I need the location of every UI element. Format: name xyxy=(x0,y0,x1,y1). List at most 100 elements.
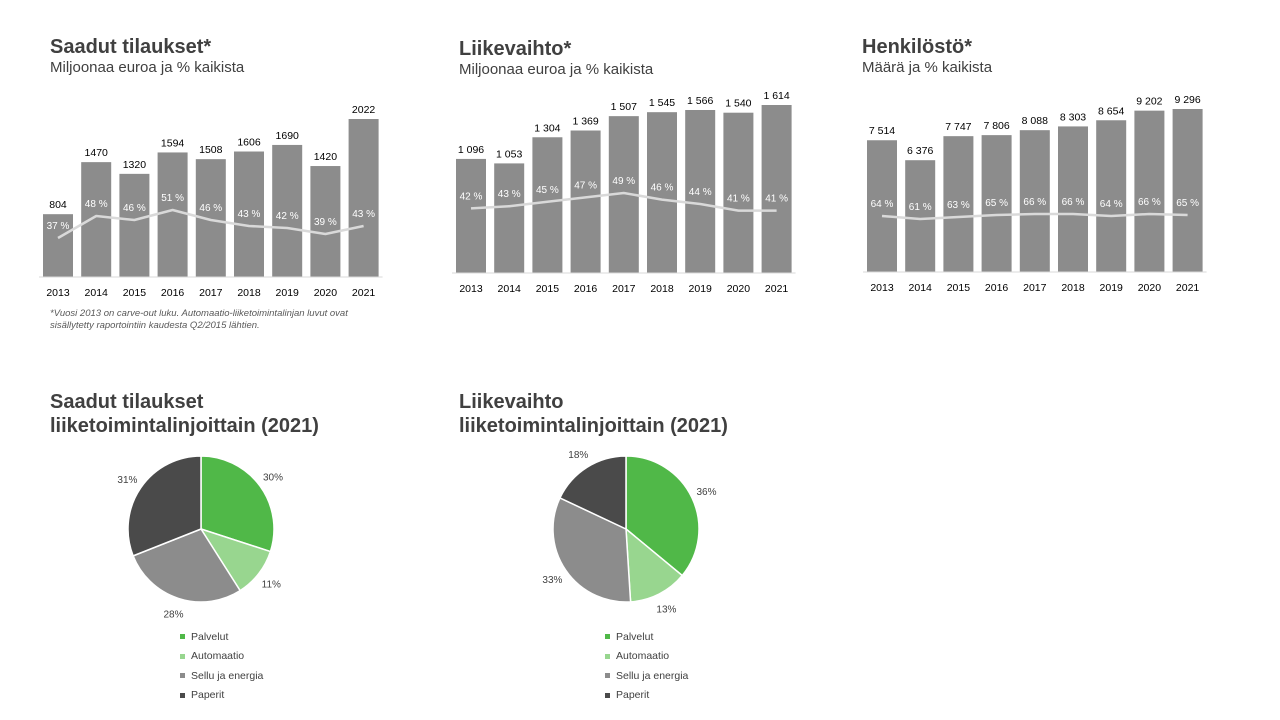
chart-title: Liikevaihto* xyxy=(459,38,572,60)
x-tick-label: 2019 xyxy=(1100,282,1124,294)
bar xyxy=(348,119,379,277)
legend-entry: Sellu ja energia xyxy=(180,666,263,686)
share-label: 48 % xyxy=(85,199,108,210)
legend-entry: Paperit xyxy=(605,686,688,706)
pie-value-label: 30% xyxy=(263,473,283,484)
bar xyxy=(867,140,897,272)
bar xyxy=(272,144,303,277)
bar-value-label: 1470 xyxy=(85,147,109,159)
legend-swatch xyxy=(605,673,610,679)
bar xyxy=(1058,126,1088,272)
legend-entry: Automaatio xyxy=(180,647,263,667)
share-label: 49 % xyxy=(612,176,635,187)
share-line xyxy=(470,191,777,212)
bar-value-label: 1 545 xyxy=(649,97,675,109)
legend-swatch xyxy=(605,653,610,659)
share-label: 46 % xyxy=(123,203,146,214)
x-tick-label: 2014 xyxy=(85,287,109,299)
revenue-pie-legend: Palvelut Automaatio Sellu ja energia Paperi… xyxy=(605,627,688,705)
share-label: 65 % xyxy=(985,198,1008,209)
chart-title: Henkilöstö* xyxy=(862,36,973,58)
x-tick-label: 2016 xyxy=(161,287,185,299)
share-label: 37 % xyxy=(47,221,70,232)
share-line xyxy=(881,212,1188,221)
bar xyxy=(1134,110,1165,272)
bar xyxy=(234,151,264,277)
pie-revenue-title: Liikevaihto liiketoimintalinjoittain (20… xyxy=(459,390,728,438)
x-tick-label: 2015 xyxy=(536,283,560,295)
bar xyxy=(1172,109,1203,272)
share-label: 66 % xyxy=(1138,197,1161,208)
legend-label: Palvelut xyxy=(191,630,229,643)
bar-value-label: 6 376 xyxy=(907,145,933,157)
bar xyxy=(570,130,601,273)
x-tick-label: 2016 xyxy=(574,283,598,295)
bar-value-label: 1690 xyxy=(276,130,300,142)
chart-title: Saadut tilaukset* xyxy=(50,36,212,58)
pie-value-label: 11% xyxy=(262,580,281,591)
share-label: 43 % xyxy=(238,209,261,220)
bar-value-label: 1508 xyxy=(199,144,223,156)
share-label: 66 % xyxy=(1062,197,1085,208)
pie-slice xyxy=(132,528,242,603)
pie-slice xyxy=(558,455,627,531)
x-tick-label: 2019 xyxy=(276,287,300,299)
pie-slice xyxy=(552,496,632,603)
share-label: 44 % xyxy=(689,187,712,198)
legend-entry: Paperit xyxy=(180,686,263,706)
share-label: 47 % xyxy=(574,180,597,191)
chart-subtitle: Määrä ja % kaikista xyxy=(862,59,993,76)
legend-swatch xyxy=(180,673,185,679)
pie-title-line: Saadut tilaukset xyxy=(50,391,204,413)
legend-swatch xyxy=(180,692,185,698)
bar xyxy=(723,112,754,273)
bar xyxy=(761,105,792,273)
bar-value-label: 1 614 xyxy=(763,90,789,102)
pie-slice xyxy=(625,527,684,603)
bar xyxy=(647,112,677,273)
share-label: 41 % xyxy=(765,194,788,205)
bar-value-label: 9 296 xyxy=(1174,94,1200,106)
bar-value-label: 804 xyxy=(49,199,67,211)
legend-label: Paperit xyxy=(191,689,225,702)
legend-label: Sellu ja energia xyxy=(191,669,264,682)
pie-value-label: 33% xyxy=(542,575,562,586)
bar-value-label: 1594 xyxy=(161,137,185,149)
legend-label: Sellu ja energia xyxy=(616,669,689,682)
bar xyxy=(685,109,716,274)
x-tick-label: 2015 xyxy=(947,282,971,294)
bar-value-label: 7 806 xyxy=(983,120,1009,132)
bar xyxy=(310,166,341,277)
pie-slice xyxy=(200,455,275,553)
bar-value-label: 2022 xyxy=(352,104,376,116)
x-tick-label: 2014 xyxy=(909,282,933,294)
share-label: 63 % xyxy=(947,200,970,211)
pie-value-label: 36% xyxy=(696,487,716,498)
x-tick-label: 2018 xyxy=(650,283,674,295)
bar-value-label: 1 507 xyxy=(611,101,637,113)
bar-value-label: 1320 xyxy=(123,159,147,171)
share-label: 42 % xyxy=(460,191,483,202)
bar-value-label: 8 303 xyxy=(1060,111,1086,123)
x-tick-label: 2020 xyxy=(727,283,751,295)
chart-revenue-header: Liikevaihto* Miljoonaa euroa ja % kaikis… xyxy=(459,37,653,79)
x-tick-label: 2018 xyxy=(1061,282,1085,294)
share-label: 64 % xyxy=(1100,199,1123,210)
bar xyxy=(1019,130,1050,272)
bar-value-label: 7 747 xyxy=(945,121,971,133)
pie-title-line: liiketoimintalinjoittain (2021) xyxy=(50,415,319,437)
x-tick-label: 2013 xyxy=(459,283,483,295)
legend-swatch xyxy=(180,634,185,640)
bar-value-label: 8 088 xyxy=(1022,115,1048,127)
bar xyxy=(981,135,1012,272)
pie-value-label: 18% xyxy=(568,450,588,461)
x-tick-label: 2019 xyxy=(689,283,713,295)
legend-swatch xyxy=(605,692,610,698)
bar-value-label: 1606 xyxy=(237,137,261,149)
share-label: 61 % xyxy=(909,202,932,213)
bar xyxy=(905,160,936,272)
bar-value-label: 9 202 xyxy=(1136,96,1162,108)
footnote: *Vuosi 2013 on carve-out luku. Automaati… xyxy=(50,308,348,331)
x-tick-label: 2020 xyxy=(1138,282,1162,294)
